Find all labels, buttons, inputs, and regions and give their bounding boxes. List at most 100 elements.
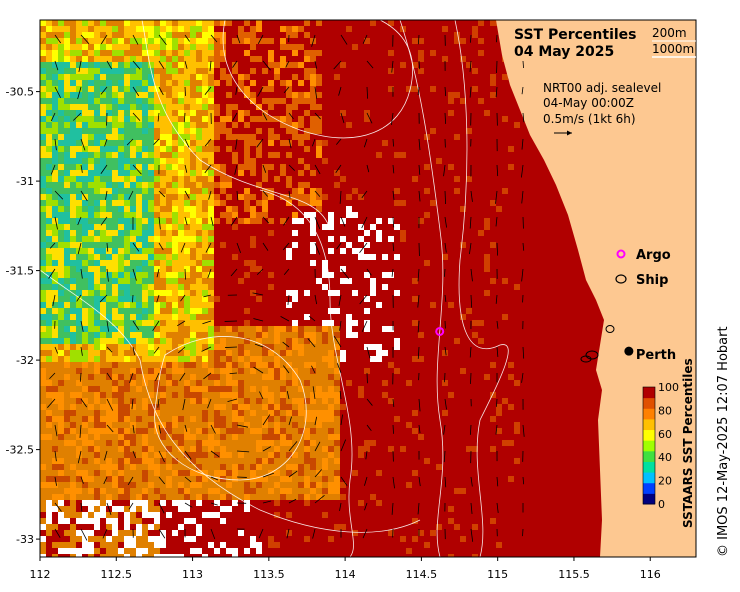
sst-cell (250, 92, 256, 98)
sst-cell (40, 512, 46, 518)
sst-cell (232, 374, 238, 380)
sst-cell (184, 74, 190, 80)
sst-cell (238, 410, 244, 416)
current-vector (236, 450, 250, 453)
sst-cell (304, 386, 310, 392)
sst-cell (58, 512, 64, 518)
sst-cell (58, 500, 64, 506)
sst-cell (154, 104, 160, 110)
sst-cell (160, 278, 166, 284)
sst-cell (136, 362, 142, 368)
sst-cell (202, 152, 208, 158)
sst-cell (112, 110, 118, 116)
sst-cell (100, 230, 106, 236)
sst-cell (130, 62, 136, 68)
sst-cell (268, 194, 274, 200)
sst-cell (490, 278, 496, 284)
sst-cell (148, 380, 154, 386)
current-vector (418, 424, 421, 434)
sst-cell (64, 452, 70, 458)
sst-cell (514, 380, 520, 386)
sst-cell (70, 20, 76, 26)
current-vector (236, 190, 239, 201)
sst-cell (322, 470, 328, 476)
sst-cell (310, 398, 316, 404)
current-vector (80, 502, 83, 512)
sst-cell (148, 518, 154, 524)
sst-cell (184, 362, 190, 368)
sst-cell (172, 86, 178, 92)
sst-cell (310, 416, 316, 422)
sst-cell (100, 236, 106, 242)
sst-cell (196, 404, 202, 410)
sst-cell (286, 26, 292, 32)
sst-cell (136, 308, 142, 314)
sst-cell (256, 296, 262, 302)
sst-cell (322, 512, 328, 518)
sst-cell (154, 278, 160, 284)
sst-cell (94, 470, 100, 476)
current-vector (262, 216, 270, 224)
sst-cell (106, 374, 112, 380)
sst-cell (124, 272, 130, 278)
sst-cell (346, 26, 352, 32)
sst-cell (112, 68, 118, 74)
sst-cell (400, 236, 406, 242)
sst-cell (334, 182, 340, 188)
sst-cell (166, 92, 172, 98)
sst-cell (250, 434, 256, 440)
sst-cell (322, 362, 328, 368)
sst-cell (148, 350, 154, 356)
x-tick-label: 113 (182, 568, 203, 581)
sst-cell (310, 452, 316, 458)
sst-cell (430, 128, 436, 134)
current-vector (102, 528, 108, 539)
sst-cell (100, 146, 106, 152)
sst-cell (142, 446, 148, 452)
sst-cell (268, 164, 274, 170)
sst-cell (184, 446, 190, 452)
sst-cell (418, 50, 424, 56)
sst-cell (148, 344, 154, 350)
sst-cell (214, 404, 220, 410)
sst-cell (448, 302, 454, 308)
sst-cell (118, 320, 124, 326)
sst-cell (64, 164, 70, 170)
sst-cell (40, 518, 46, 524)
sst-cell (190, 380, 196, 386)
sst-cell (334, 404, 340, 410)
sst-cell (238, 416, 244, 422)
sst-cell (292, 440, 298, 446)
sst-cell (130, 26, 136, 32)
sst-cell (112, 524, 118, 530)
sst-cell (130, 386, 136, 392)
sst-cell (70, 212, 76, 218)
sst-cell (262, 470, 268, 476)
sst-cell (190, 272, 196, 278)
sst-cell (334, 494, 340, 500)
sst-cell (64, 224, 70, 230)
sst-cell (82, 230, 88, 236)
sst-cell (184, 182, 190, 188)
sst-cell (88, 476, 94, 482)
sst-cell (280, 62, 286, 68)
sst-cell (148, 320, 154, 326)
sst-cell (46, 356, 52, 362)
current-vector (227, 398, 238, 402)
sst-cell (286, 530, 292, 536)
sst-cell (40, 128, 46, 134)
current-vector (470, 34, 472, 43)
sst-cell (148, 44, 154, 50)
sst-cell (82, 38, 88, 44)
sst-cell (82, 416, 88, 422)
current-vector (417, 86, 420, 96)
sst-cell (160, 188, 166, 194)
sst-cell (244, 446, 250, 452)
sst-cell (184, 380, 190, 386)
current-vector (106, 398, 114, 411)
sst-cell (76, 302, 82, 308)
sst-cell (136, 530, 142, 536)
current-vector (366, 60, 374, 69)
sst-cell (214, 494, 220, 500)
